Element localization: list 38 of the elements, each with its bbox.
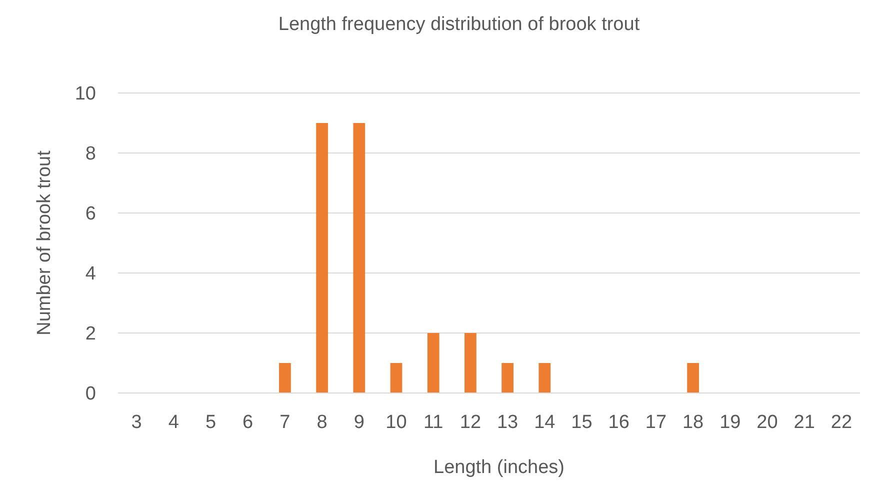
x-tick-label: 15 bbox=[571, 412, 592, 433]
x-tick-label: 9 bbox=[354, 412, 364, 433]
x-tick-label: 5 bbox=[205, 412, 216, 433]
x-tick-label: 16 bbox=[608, 412, 630, 433]
bar bbox=[502, 363, 514, 393]
bar bbox=[538, 363, 551, 393]
bar bbox=[464, 333, 476, 393]
x-tick-label: 8 bbox=[316, 412, 328, 433]
x-tick-label: 14 bbox=[534, 412, 556, 433]
x-tick-label: 7 bbox=[280, 412, 290, 433]
bar bbox=[279, 363, 291, 393]
x-axis-title: Length (inches) bbox=[434, 457, 564, 478]
bar bbox=[687, 363, 699, 393]
x-tick-label: 18 bbox=[682, 412, 704, 433]
chart-title: Length frequency distribution of brook trout bbox=[278, 14, 640, 35]
bar bbox=[427, 333, 440, 393]
y-axis-title: Number of brook trout bbox=[34, 150, 55, 336]
x-tick-label: 11 bbox=[423, 412, 444, 433]
x-tick-label: 13 bbox=[496, 412, 518, 433]
x-tick-label: 4 bbox=[168, 412, 180, 433]
y-tick-label: 2 bbox=[85, 324, 96, 345]
bar bbox=[390, 363, 402, 393]
x-tick-label: 20 bbox=[756, 412, 778, 433]
x-tick-label: 3 bbox=[131, 412, 142, 433]
x-tick-label: 10 bbox=[386, 412, 407, 433]
y-tick-label: 8 bbox=[85, 144, 96, 165]
x-tick-label: 6 bbox=[242, 412, 254, 433]
bar bbox=[316, 123, 328, 393]
y-tick-label: 4 bbox=[85, 264, 96, 285]
x-tick-label: 21 bbox=[794, 412, 815, 433]
bar bbox=[353, 123, 366, 393]
x-tick-label: 22 bbox=[830, 412, 852, 433]
y-tick-label: 6 bbox=[85, 204, 96, 225]
x-tick-label: 12 bbox=[460, 412, 482, 433]
x-tick-label: 17 bbox=[645, 412, 667, 433]
x-tick-label: 19 bbox=[720, 412, 741, 433]
y-tick-label: 0 bbox=[85, 384, 96, 405]
y-tick-label: 10 bbox=[74, 84, 96, 105]
